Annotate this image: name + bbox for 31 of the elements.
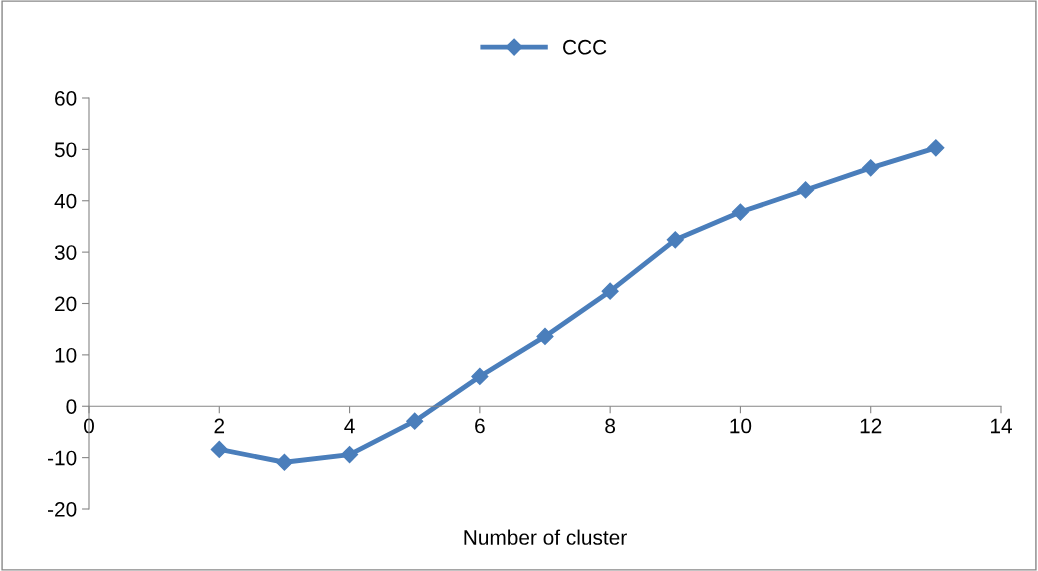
y-tick-label: 20 (55, 296, 77, 312)
point (536, 327, 554, 345)
x-tick-label: 2 (214, 418, 225, 434)
x-tick-label: 10 (730, 418, 752, 434)
x-tick-label: 8 (605, 418, 616, 434)
point (927, 139, 945, 157)
y-tick-label: 40 (54, 193, 77, 209)
y-tick-label: -20 (48, 502, 77, 517)
y-tick-label: 0 (66, 399, 77, 414)
x-tick-label: 14 (991, 418, 1012, 434)
point (731, 203, 749, 221)
point (210, 440, 228, 458)
y-tick-label: -10 (48, 450, 77, 466)
point (341, 445, 359, 464)
point (601, 282, 619, 300)
point (797, 181, 815, 199)
point (666, 231, 684, 249)
x-tick-label: 6 (475, 418, 485, 434)
x-tick-label: 4 (344, 418, 355, 434)
point (862, 159, 880, 177)
legend-label: CCC (563, 39, 607, 55)
y-tick-label: 10 (55, 347, 77, 363)
y-tick-label: 30 (54, 245, 77, 260)
x-tick-label: 12 (860, 418, 882, 434)
y-tick-label: 60 (55, 91, 77, 106)
point (275, 453, 293, 471)
x-axis-title: Number of cluster (464, 529, 627, 545)
point (406, 412, 424, 430)
x-tick-label: 0 (84, 418, 94, 434)
point (471, 367, 489, 386)
y-tick-label: 50 (54, 142, 77, 158)
